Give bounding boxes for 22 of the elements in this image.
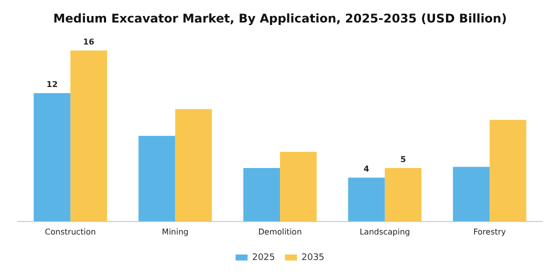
bar [384, 168, 422, 222]
legend-label: 2035 [302, 252, 324, 263]
bar [490, 120, 526, 222]
bar [138, 136, 176, 222]
data-label: 12 [46, 80, 58, 90]
bar [34, 93, 70, 222]
bar [175, 109, 212, 222]
bar [243, 168, 280, 222]
bar [70, 50, 108, 222]
bar [348, 178, 385, 222]
x-tick-label: Demolition [258, 227, 302, 236]
x-tick-label: Construction [44, 227, 96, 236]
bar [452, 166, 490, 222]
x-tick-label: Landscaping [360, 227, 410, 236]
data-label: 16 [83, 37, 95, 46]
data-label: 5 [400, 155, 406, 164]
data-label: 4 [364, 164, 370, 174]
x-tick-label: Forestry [473, 227, 506, 236]
x-tick-label: Mining [162, 227, 188, 236]
legend-label: 2025 [252, 252, 275, 263]
chart-title: Medium Excavator Market, By Application, 2025-2035 (USD Billion) [53, 11, 507, 26]
bar [280, 152, 317, 222]
